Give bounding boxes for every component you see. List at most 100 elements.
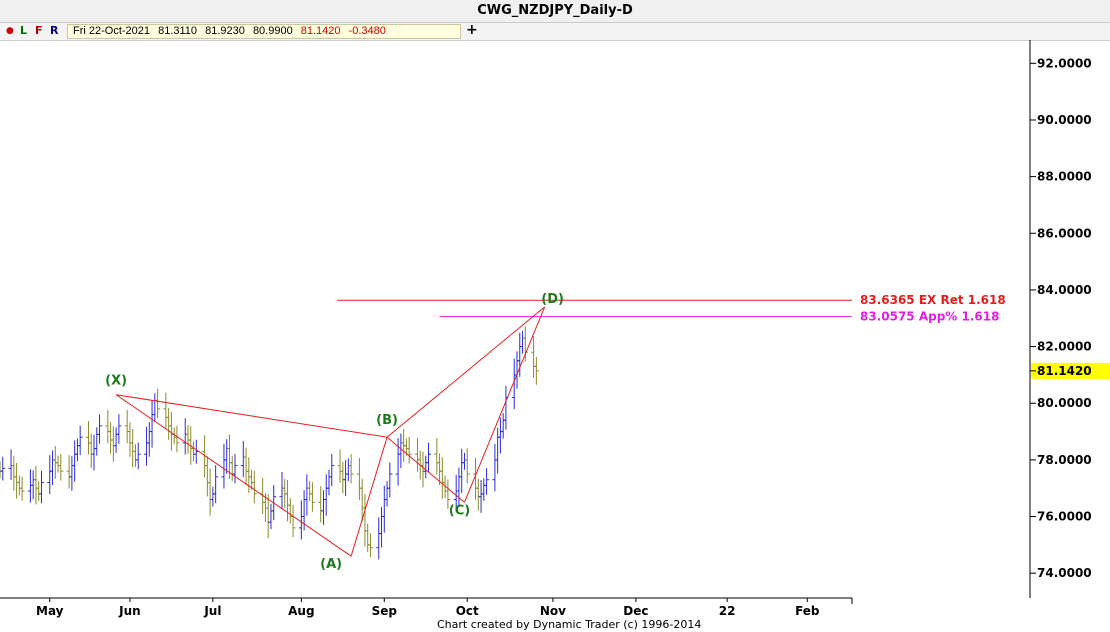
price-bar: [85, 421, 91, 455]
price-bar: [337, 449, 343, 483]
price-bar: [240, 440, 246, 478]
price-bar: [348, 453, 354, 484]
info-open: 81.3110: [158, 25, 198, 37]
price-bar: [445, 479, 451, 509]
pattern-segment: [386, 436, 465, 503]
price-bar: [442, 475, 448, 499]
price-bar: [475, 478, 481, 511]
price-bar: [204, 456, 210, 497]
price-bar: [500, 413, 506, 439]
price-bar: [497, 417, 503, 454]
x-tick-label: Jun: [118, 604, 141, 618]
price-bar: [77, 425, 83, 456]
toolbar-l-button[interactable]: L: [20, 24, 28, 37]
pattern-segment: [464, 306, 546, 503]
price-bar: [356, 457, 362, 500]
toolbar-f-button[interactable]: F: [35, 24, 43, 37]
price-bar: [124, 409, 130, 444]
pattern-point-label: (C): [449, 503, 470, 518]
price-bar: [50, 450, 56, 486]
info-low: 80.9900: [252, 25, 293, 37]
price-bar: [290, 504, 296, 538]
price-bar: [340, 461, 346, 494]
y-tick-label: 92.0000: [1037, 56, 1092, 70]
price-bar: [210, 486, 216, 507]
x-tick-label: May: [36, 604, 64, 618]
current-price-box: [1031, 362, 1110, 379]
price-bar: [423, 455, 429, 479]
y-tick-label: 82.0000: [1037, 340, 1092, 354]
pattern-segment: [116, 394, 388, 438]
price-bar: [481, 478, 487, 501]
price-bar: [268, 503, 274, 530]
price-bar: [193, 439, 199, 464]
price-bar: [426, 442, 432, 473]
price-bar: [0, 461, 3, 479]
price-bar: [69, 456, 75, 491]
price-bar: [27, 469, 33, 503]
price-bar: [91, 434, 97, 471]
price-bar: [251, 470, 257, 504]
price-bar: [94, 427, 100, 456]
price-bar: [174, 425, 180, 453]
price-bar: [309, 482, 315, 512]
pattern-segment: [115, 394, 352, 557]
y-tick-label: 88.0000: [1037, 170, 1092, 184]
price-bar: [149, 400, 155, 448]
target-line-label: 83.6365 EX Ret 1.618: [860, 293, 1006, 307]
x-tick-label: Sep: [372, 604, 398, 618]
price-bar: [517, 332, 523, 377]
price-bar: [55, 455, 61, 473]
price-bar: [387, 462, 393, 498]
price-bar: [88, 433, 94, 469]
price-bar: [166, 408, 172, 440]
price-bar: [0, 456, 6, 481]
price-bar: [384, 481, 390, 507]
price-bar: [97, 414, 103, 444]
current-price-label: 81.1420: [1037, 364, 1092, 378]
price-bar: [74, 438, 80, 462]
price-bar: [152, 393, 158, 422]
price-bar: [66, 455, 72, 489]
price-bar: [207, 468, 213, 516]
price-bar: [221, 443, 227, 489]
y-tick-label: 74.0000: [1037, 566, 1092, 580]
price-bar: [108, 422, 114, 454]
price-bar: [320, 490, 326, 525]
price-bar: [232, 453, 238, 484]
price-bar: [144, 426, 150, 466]
price-bar: [298, 500, 304, 540]
price-bar: [495, 427, 501, 474]
plus-icon[interactable]: +: [466, 22, 478, 38]
price-bar: [285, 479, 291, 522]
status-dot-icon: ●: [6, 26, 14, 36]
price-bar: [307, 481, 313, 501]
ohlc-info-box: Fri 22-Oct-2021 81.3110 81.9230 80.9900 …: [67, 24, 461, 39]
chart-toolbar: ● L F R Fri 22-Oct-2021 81.3110 81.9230 …: [0, 22, 1110, 41]
price-bar: [511, 358, 517, 410]
price-bar: [464, 448, 470, 484]
price-bar: [376, 517, 382, 560]
x-tick-label: Jul: [203, 604, 221, 618]
price-bar: [191, 441, 197, 462]
price-bar: [461, 452, 467, 470]
price-bar: [379, 507, 385, 548]
price-bar: [484, 468, 490, 495]
price-bar: [14, 462, 20, 499]
pattern-point-label: (B): [376, 413, 398, 428]
footer-credit: Chart created by Dynamic Trader (c) 1996…: [437, 618, 702, 631]
y-tick-label: 86.0000: [1037, 226, 1092, 240]
price-bar: [36, 481, 42, 501]
price-bar: [113, 427, 119, 453]
x-tick-label: Dec: [623, 604, 648, 618]
toolbar-r-button[interactable]: R: [50, 24, 59, 37]
price-bar: [287, 498, 293, 524]
price-bar: [531, 336, 537, 379]
price-bar: [132, 444, 138, 467]
price-bar: [38, 470, 44, 504]
price-bar: [185, 425, 191, 454]
price-bar: [367, 533, 373, 558]
price-bar: [478, 479, 484, 513]
price-bar: [116, 414, 122, 444]
